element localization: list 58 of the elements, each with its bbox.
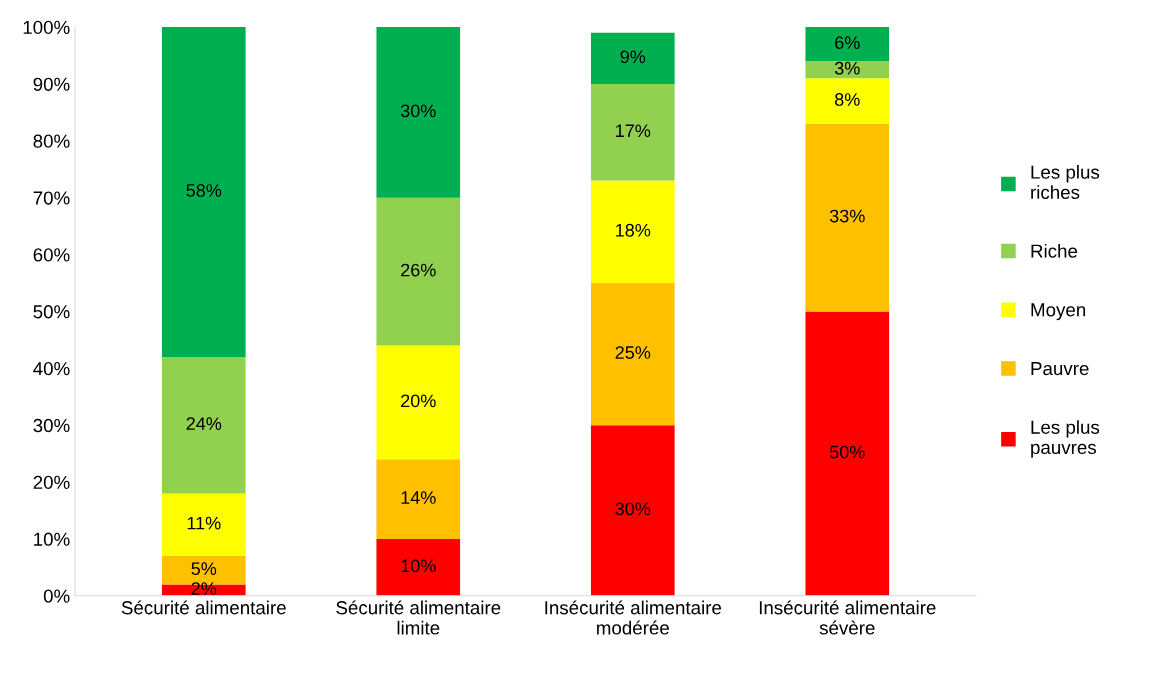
data-label: 10% bbox=[401, 559, 436, 573]
bar bbox=[590, 282, 675, 426]
legend-label: Les plus riches bbox=[1031, 165, 1100, 199]
bar bbox=[590, 32, 675, 84]
legend-label: Les plus pauvres bbox=[1031, 420, 1100, 458]
bar bbox=[376, 27, 461, 198]
y-tick-label: 20% bbox=[33, 475, 70, 489]
data-label: 33% bbox=[829, 209, 865, 223]
data-label: 8% bbox=[835, 93, 860, 106]
y-tick-label: 30% bbox=[33, 418, 70, 433]
data-label: 58% bbox=[186, 184, 222, 197]
bar bbox=[805, 61, 890, 79]
data-label: 14% bbox=[401, 491, 436, 504]
legend-label: Moyen bbox=[1031, 303, 1086, 321]
bar bbox=[376, 197, 461, 346]
x-tick-label: Insécurité alimentaire sévère bbox=[759, 600, 936, 635]
y-tick-label: 50% bbox=[33, 305, 70, 319]
bar bbox=[376, 538, 461, 596]
y-tick-label: 80% bbox=[33, 134, 70, 148]
data-label: 11% bbox=[187, 516, 221, 530]
x-tick-label: Sécurité alimentaire bbox=[121, 600, 286, 615]
y-tick-label: 70% bbox=[33, 191, 70, 205]
bar bbox=[590, 180, 675, 283]
bar bbox=[805, 27, 890, 62]
bar bbox=[805, 78, 890, 124]
data-label: 25% bbox=[615, 346, 651, 359]
data-label: 3% bbox=[834, 61, 860, 75]
bar bbox=[161, 27, 246, 357]
y-tick-label: 90% bbox=[33, 77, 70, 91]
x-tick-label: Insécurité alimentaire modérée bbox=[545, 600, 722, 635]
bar bbox=[161, 493, 246, 556]
data-label: 30% bbox=[615, 502, 651, 516]
data-label: 17% bbox=[616, 124, 651, 138]
bar bbox=[805, 311, 890, 596]
data-label: 5% bbox=[191, 562, 217, 576]
bar bbox=[590, 425, 675, 596]
y-tick-label: 40% bbox=[33, 361, 70, 376]
data-label: 2% bbox=[191, 582, 217, 595]
bar bbox=[805, 123, 890, 312]
x-tick-label: Sécurité alimentaire limite bbox=[336, 600, 501, 635]
legend-label: Riche bbox=[1031, 243, 1078, 258]
data-label: 26% bbox=[401, 263, 436, 277]
y-tick-label: 10% bbox=[34, 532, 70, 546]
bar bbox=[376, 459, 461, 539]
y-tick-label: 100% bbox=[23, 20, 70, 35]
bar bbox=[376, 345, 461, 460]
data-label: 6% bbox=[835, 36, 860, 49]
bar bbox=[590, 83, 675, 181]
data-label: 20% bbox=[401, 394, 436, 408]
data-label: 30% bbox=[400, 104, 436, 118]
legend-label: Pauvre bbox=[1031, 362, 1089, 376]
data-label: 50% bbox=[829, 445, 865, 459]
y-tick-label: 0% bbox=[43, 589, 70, 603]
data-label: 18% bbox=[616, 223, 651, 237]
data-label: 24% bbox=[186, 417, 222, 430]
data-label: 9% bbox=[620, 50, 646, 64]
y-tick-label: 60% bbox=[33, 248, 70, 262]
bar bbox=[161, 356, 246, 494]
